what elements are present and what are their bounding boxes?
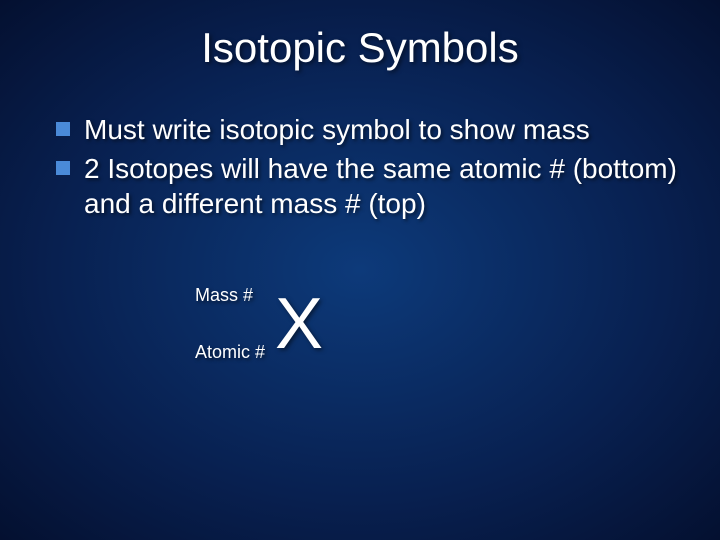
mass-number-label: Mass #: [195, 285, 253, 306]
bullet-icon: [56, 161, 70, 175]
isotope-symbol-diagram: Mass # Atomic # X: [195, 285, 323, 363]
bullet-text: Must write isotopic symbol to show mass: [84, 112, 590, 147]
symbol-labels: Mass # Atomic #: [195, 285, 265, 363]
bullet-list: Must write isotopic symbol to show mass …: [0, 112, 720, 221]
atomic-number-label: Atomic #: [195, 342, 265, 363]
list-item: 2 Isotopes will have the same atomic # (…: [56, 151, 680, 221]
element-symbol: X: [275, 288, 323, 360]
bullet-text: 2 Isotopes will have the same atomic # (…: [84, 151, 680, 221]
bullet-icon: [56, 122, 70, 136]
slide-title: Isotopic Symbols: [0, 0, 720, 72]
list-item: Must write isotopic symbol to show mass: [56, 112, 680, 147]
